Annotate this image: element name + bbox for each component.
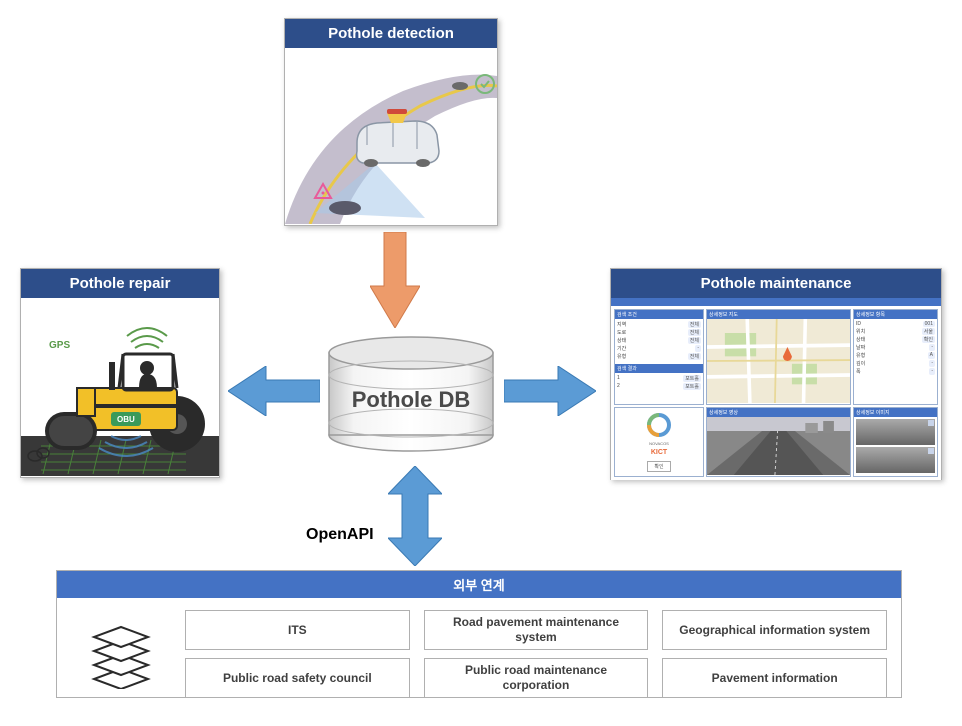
detection-title: Pothole detection [285, 19, 497, 48]
arrow-db-to-external [388, 466, 442, 571]
repair-panel: Pothole repair [20, 268, 220, 478]
openapi-label: OpenAPI [306, 526, 374, 544]
maintenance-title: Pothole maintenance [611, 269, 941, 298]
logo-a: NOVACOS [649, 441, 669, 446]
arrow-db-to-maintenance [504, 366, 596, 421]
repair-title: Pothole repair [21, 269, 219, 298]
arrow-db-to-repair [228, 366, 320, 421]
maintenance-screenshot: 검색 조건 지역전체 도로전체 상태전체 기간- 유형전체 검색 결과 1포트홀… [611, 298, 941, 480]
ext-item-safety-council: Public road safety council [185, 658, 410, 698]
repair-illustration: GPS OBU [21, 298, 219, 476]
confirm-button[interactable]: 확인 [647, 461, 670, 472]
maintenance-panel: Pothole maintenance 검색 조건 지역전체 도로전체 상태전체… [610, 268, 942, 480]
arrow-detection-to-db [370, 232, 420, 333]
external-panel: 외부 연계 ITS Road pavement maintenance syst… [56, 570, 902, 698]
ext-item-its: ITS [185, 610, 410, 650]
logo-b: KICT [651, 449, 667, 456]
ext-item-gis: Geographical information system [662, 610, 887, 650]
db-label: Pothole DB [326, 387, 496, 413]
obu-label: OBU [117, 415, 135, 424]
detection-illustration [285, 48, 497, 224]
layers-icon [71, 610, 171, 698]
ext-item-road-pavement: Road pavement maintenance system [424, 610, 649, 650]
maintenance-map: 상세정보 지도 [706, 309, 851, 405]
detection-panel: Pothole detection [284, 18, 498, 226]
ext-item-maintenance-corp: Public road maintenance corporation [424, 658, 649, 698]
external-title: 외부 연계 [57, 571, 901, 598]
road-video: 상세정보 영상 [706, 407, 851, 477]
gps-label: GPS [49, 340, 70, 351]
db-cylinder: Pothole DB [326, 335, 496, 453]
ext-item-pavement-info: Pavement information [662, 658, 887, 698]
